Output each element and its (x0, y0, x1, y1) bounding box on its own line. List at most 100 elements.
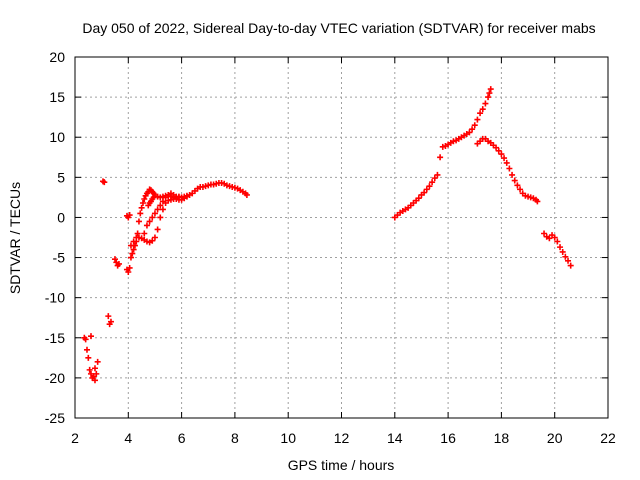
data-point (486, 90, 493, 97)
data-point (493, 144, 500, 151)
data-point (175, 194, 182, 201)
x-tick-label: 22 (600, 430, 616, 446)
y-tick-label: 15 (49, 89, 65, 105)
chart-title: Day 050 of 2022, Sidereal Day-to-day VTE… (82, 20, 595, 36)
data-point (151, 210, 158, 217)
data-point (546, 235, 553, 242)
x-tick-label: 12 (334, 430, 350, 446)
data-point (474, 116, 481, 123)
data-point (517, 186, 524, 193)
y-tick-label: -25 (45, 410, 65, 426)
data-point (485, 94, 492, 101)
data-point (93, 370, 100, 377)
data-point (426, 183, 433, 190)
data-point (91, 365, 98, 372)
data-point (149, 214, 156, 221)
data-point (82, 336, 89, 343)
data-point (157, 214, 164, 221)
data-point (130, 246, 137, 253)
data-point (434, 171, 441, 178)
data-point (86, 366, 93, 373)
data-point (91, 377, 98, 384)
y-tick-label: -5 (53, 250, 66, 266)
data-point (562, 253, 569, 260)
data-point (150, 194, 157, 201)
data-point (534, 198, 541, 205)
data-point (138, 204, 145, 211)
plot-frame (74, 56, 609, 419)
data-point (157, 202, 164, 209)
x-tick-labels: 2 4 6 8 10 12 14 16 18 20 22 (71, 430, 616, 446)
data-point (159, 206, 166, 213)
x-tick-label: 4 (124, 430, 132, 446)
data-point (85, 354, 92, 361)
x-tick-label: 16 (440, 430, 456, 446)
data-point (129, 250, 136, 257)
y-tick-label: 0 (57, 209, 65, 225)
data-point (137, 210, 144, 217)
y-axis-label: SDTVAR / TECUs (7, 182, 23, 294)
data-point (557, 244, 564, 251)
y-tick-labels: -25 -20 -15 -10 -5 0 5 10 15 20 (45, 49, 65, 426)
data-point (565, 257, 572, 264)
data-point (243, 191, 250, 198)
data-point (105, 313, 112, 320)
data-point (421, 189, 428, 196)
x-tick-label: 8 (231, 430, 239, 446)
x-tick-label: 14 (387, 430, 403, 446)
data-points (81, 86, 574, 384)
data-point (139, 200, 146, 207)
y-tick-label: 5 (57, 169, 65, 185)
data-point (127, 242, 134, 249)
y-tick-label: -20 (45, 370, 65, 386)
data-point (501, 155, 508, 162)
data-point (83, 346, 90, 353)
data-point (514, 182, 521, 189)
data-point (151, 234, 158, 241)
data-point (423, 186, 430, 193)
data-point (143, 222, 150, 229)
data-point (135, 218, 142, 225)
y-tick-label: -10 (45, 290, 65, 306)
data-point (567, 262, 574, 269)
data-point (149, 237, 156, 244)
data-point (130, 238, 137, 245)
data-point (125, 268, 132, 275)
x-tick-label: 18 (494, 430, 510, 446)
grid-lines (75, 57, 608, 418)
data-point (498, 151, 505, 158)
data-point (126, 264, 133, 271)
y-tick-label: 20 (49, 49, 65, 65)
data-point (154, 226, 161, 233)
data-point (469, 126, 476, 133)
data-point (87, 333, 94, 340)
x-tick-label: 10 (280, 430, 296, 446)
data-point (554, 238, 561, 245)
data-point (415, 195, 422, 202)
data-point (183, 192, 190, 199)
data-point (559, 248, 566, 255)
data-point (431, 175, 438, 182)
y-tick-label: 10 (49, 129, 65, 145)
data-point (437, 154, 444, 161)
data-point (551, 234, 558, 241)
data-point (134, 230, 141, 237)
data-point (141, 195, 148, 202)
data-point (429, 179, 436, 186)
data-point (495, 147, 502, 154)
data-point (115, 260, 122, 267)
x-axis-label: GPS time / hours (288, 457, 395, 473)
data-point (154, 206, 161, 213)
data-point (94, 358, 101, 365)
data-point (471, 122, 478, 129)
data-point (506, 165, 513, 172)
data-point (141, 230, 148, 237)
data-point (477, 110, 484, 117)
x-tick-label: 2 (71, 430, 79, 446)
data-point (479, 106, 486, 113)
data-point (127, 254, 134, 261)
data-point (466, 129, 473, 136)
data-point (503, 159, 510, 166)
data-point (123, 212, 130, 219)
